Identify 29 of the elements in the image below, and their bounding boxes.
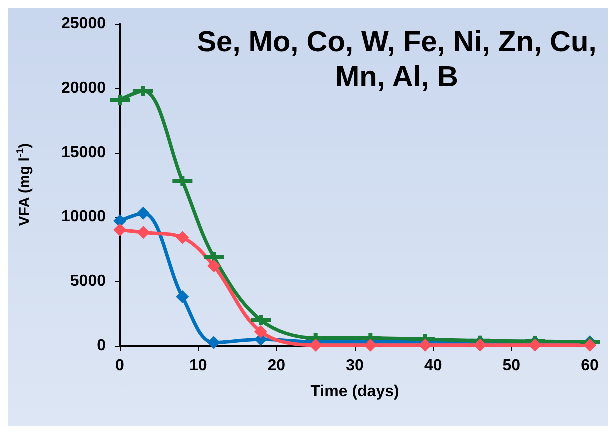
point bbox=[208, 336, 220, 350]
point bbox=[528, 338, 542, 352]
point bbox=[419, 338, 432, 352]
y-axis-title: VFA (mg l-1) bbox=[16, 143, 34, 226]
x-axis-title: Time (days) bbox=[310, 384, 400, 400]
y-tick-label: 20000 bbox=[62, 80, 106, 97]
y-tick-label: 5000 bbox=[70, 273, 106, 290]
x-tick-label: 60 bbox=[581, 358, 599, 374]
point bbox=[137, 206, 150, 220]
y-tick-label: 0 bbox=[97, 338, 106, 354]
x-tick-label: 10 bbox=[189, 358, 208, 374]
x-tick-label: 30 bbox=[346, 358, 364, 374]
point bbox=[254, 325, 268, 338]
x-tick-label: 40 bbox=[424, 358, 442, 374]
text: Se, Mo, Co, W, Fe, Ni, Zn, Cu, Mn, Al, B bbox=[197, 26, 597, 94]
point bbox=[364, 338, 378, 352]
y-tick-label: 10000 bbox=[62, 208, 106, 226]
x-tick-label: 0 bbox=[116, 358, 125, 374]
point bbox=[114, 224, 126, 237]
y-tick-label: 25000 bbox=[62, 16, 106, 32]
point bbox=[176, 290, 190, 304]
y-tick-label: 15000 bbox=[62, 144, 106, 162]
x-tick-label: 50 bbox=[502, 358, 521, 374]
x-tick-label: 20 bbox=[268, 358, 286, 374]
point bbox=[309, 338, 322, 352]
point bbox=[474, 338, 487, 352]
point bbox=[176, 231, 190, 244]
point bbox=[137, 226, 150, 240]
point bbox=[208, 260, 220, 273]
